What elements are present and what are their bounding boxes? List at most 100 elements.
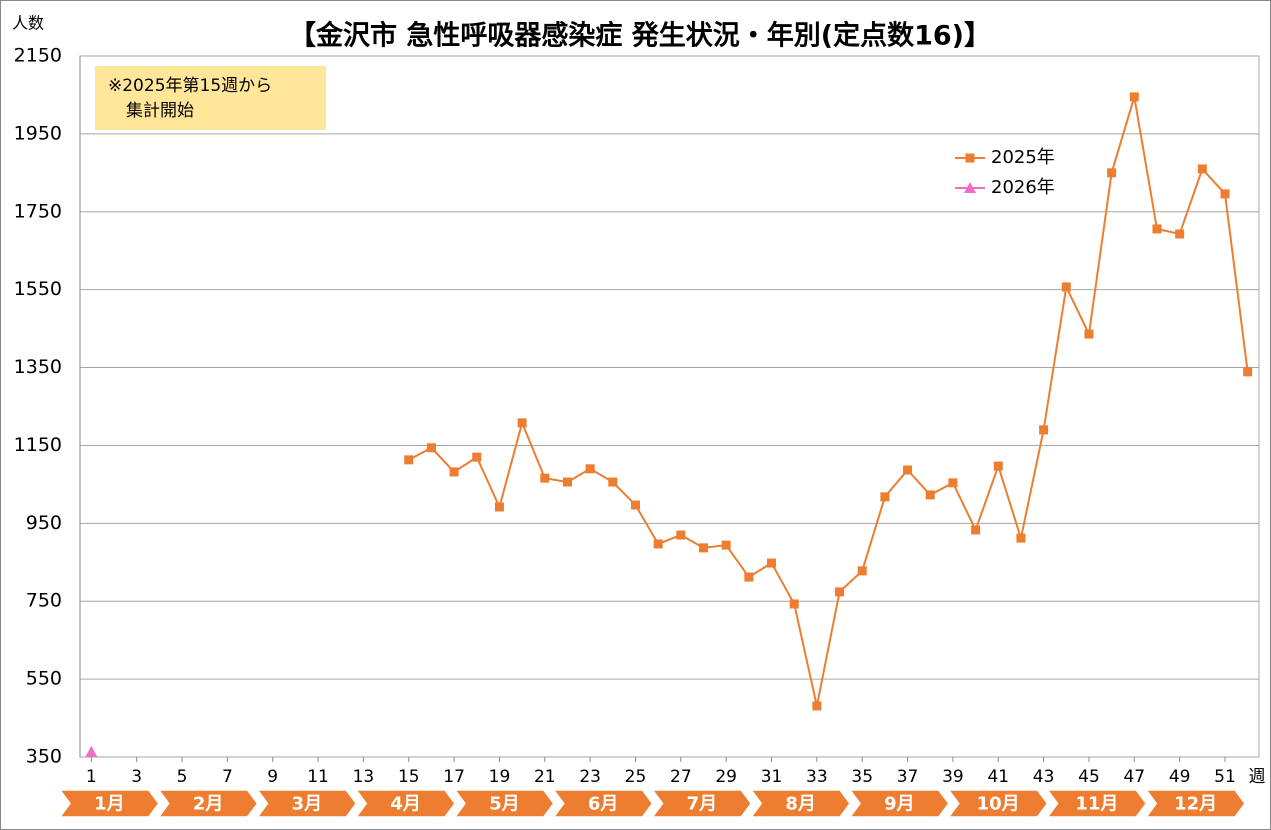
x-tick-label: 15 <box>398 767 420 787</box>
point <box>494 502 504 512</box>
x-tick-label: 47 <box>1123 767 1145 787</box>
point <box>1243 367 1253 377</box>
month-banner <box>1144 789 1246 818</box>
point <box>517 418 527 428</box>
point <box>925 490 935 500</box>
month-banner <box>651 789 753 818</box>
annotation: 集計開始 <box>126 101 194 121</box>
point <box>85 745 98 757</box>
month-banner <box>552 789 654 818</box>
month-label: 4月 <box>390 794 421 815</box>
point <box>1175 229 1185 239</box>
legend-marker <box>965 153 975 163</box>
chart-title: 【金沢市 急性呼吸器感染症 発生状況・年別(定点数16)】 <box>289 20 991 52</box>
month-banner <box>58 789 160 818</box>
point <box>789 599 799 609</box>
x-tick-label: 19 <box>489 767 511 787</box>
y-tick-label: 1350 <box>14 356 62 378</box>
y-tick-label: 750 <box>26 590 62 612</box>
point <box>585 464 595 474</box>
point <box>971 525 981 535</box>
point <box>608 477 618 487</box>
x-tick-label: 1 <box>86 767 97 787</box>
point <box>744 572 754 582</box>
x-tick-label: 43 <box>1033 767 1055 787</box>
month-banner <box>749 789 851 818</box>
point <box>630 500 640 510</box>
point <box>404 455 414 465</box>
point <box>721 540 731 550</box>
y-axis-label: 人数 <box>12 14 44 33</box>
month-label: 2月 <box>193 794 224 815</box>
x-tick-label: 29 <box>715 767 737 787</box>
x-tick-label: 41 <box>987 767 1009 787</box>
month-banner <box>947 789 1049 818</box>
legend-label: 2025年 <box>991 147 1055 168</box>
month-label: 10月 <box>977 794 1020 815</box>
point <box>1016 533 1026 543</box>
y-tick-label: 1550 <box>14 278 62 300</box>
point <box>540 473 550 483</box>
point <box>1220 189 1230 199</box>
legend-label: 2026年 <box>991 177 1055 198</box>
x-tick-label: 51 <box>1214 767 1236 787</box>
month-banner <box>1046 789 1148 818</box>
x-tick-label: 9 <box>267 767 278 787</box>
x-tick-label: 7 <box>222 767 233 787</box>
point <box>948 478 958 488</box>
x-tick-label: 3 <box>131 767 142 787</box>
point <box>676 530 686 540</box>
x-tick-label: 33 <box>806 767 828 787</box>
month-banner <box>453 789 555 818</box>
point <box>1129 92 1139 102</box>
point <box>1107 168 1117 178</box>
x-tick-label: 27 <box>670 767 692 787</box>
x-tick-label: 13 <box>353 767 375 787</box>
point <box>812 701 822 711</box>
month-banner <box>157 789 259 818</box>
month-banner <box>848 789 950 818</box>
y-tick-label: 1950 <box>14 122 62 144</box>
x-tick-label: 37 <box>897 767 919 787</box>
point <box>1061 282 1071 292</box>
x-tick-label: 17 <box>443 767 465 787</box>
x-tick-label: 49 <box>1169 767 1191 787</box>
point <box>767 558 777 568</box>
month-label: 9月 <box>884 794 915 815</box>
point <box>653 539 663 549</box>
point <box>472 452 482 462</box>
month-label: 3月 <box>292 794 323 815</box>
point <box>1039 425 1049 435</box>
month-label: 1月 <box>94 794 125 815</box>
point <box>880 492 890 502</box>
x-tick-label: 39 <box>942 767 964 787</box>
x-axis-label: 週 <box>1249 767 1266 787</box>
point <box>699 543 709 553</box>
y-tick-label: 1750 <box>14 200 62 222</box>
point <box>1152 224 1162 234</box>
x-tick-label: 35 <box>851 767 873 787</box>
point <box>426 443 436 453</box>
y-tick-label: 550 <box>26 668 62 690</box>
y-tick-label: 950 <box>26 512 62 534</box>
month-banner <box>354 789 456 818</box>
x-tick-label: 11 <box>307 767 329 787</box>
point <box>857 566 867 576</box>
point <box>1084 329 1094 339</box>
month-label: 6月 <box>588 794 619 815</box>
x-tick-label: 5 <box>177 767 188 787</box>
month-label: 5月 <box>489 794 520 815</box>
point <box>903 465 913 475</box>
month-label: 8月 <box>785 794 816 815</box>
point <box>993 461 1003 471</box>
month-label: 12月 <box>1174 794 1217 815</box>
x-tick-label: 21 <box>534 767 556 787</box>
y-tick-label: 350 <box>26 746 62 768</box>
point <box>1197 164 1207 174</box>
x-tick-label: 45 <box>1078 767 1100 787</box>
point <box>835 587 845 597</box>
legend-marker <box>964 182 976 193</box>
point <box>562 477 572 487</box>
x-tick-label: 31 <box>761 767 783 787</box>
